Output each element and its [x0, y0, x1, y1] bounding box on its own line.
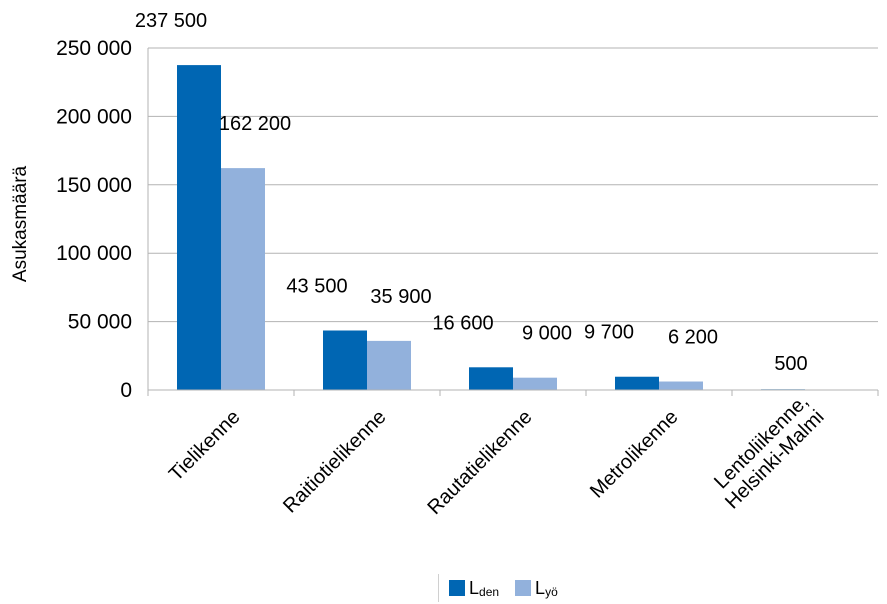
bar-lyo-1 [367, 340, 411, 390]
legend-label-lden: Lden [469, 577, 500, 599]
x-tick-label-line: Tielikenne [165, 406, 244, 485]
y-axis: 0 50 000 100 000 150 000 200 000 250 000 [56, 37, 149, 402]
y-axis-label: Asukasmäärä [10, 165, 31, 282]
legend-item-lden: Lden [449, 578, 499, 599]
x-tick-label-line: Metrolikenne [586, 406, 683, 503]
x-tick-label: Raitiotielikenne [279, 406, 390, 517]
data-label: 35 900 [370, 286, 431, 308]
bar-lyo-2 [513, 377, 557, 390]
data-label: 6 200 [668, 327, 718, 349]
x-tick-label: Tielikenne [165, 406, 244, 485]
data-label: 162 200 [219, 113, 291, 135]
data-label: 500 [774, 353, 807, 375]
y-tick-label: 150 000 [56, 174, 132, 197]
x-tick-label-text: Lentoliikenne,Helsinki-Malmi [705, 390, 828, 513]
bar-lyo-3 [659, 381, 703, 390]
y-tick-label: 0 [120, 379, 132, 402]
legend-swatch-lden [449, 580, 465, 596]
bar-lden-0 [177, 65, 221, 390]
legend-item-lyo: Lyö [515, 578, 558, 599]
bar-lden-2 [469, 367, 513, 390]
data-label: 9 000 [522, 323, 572, 345]
data-label: 16 600 [432, 312, 493, 334]
x-tick-label-line: Raitiotielikenne [279, 406, 390, 517]
y-tick-label: 200 000 [56, 105, 132, 128]
x-axis: Tielikenne Raitiotielikenne Rautatielikenn… [147, 389, 879, 519]
legend-swatch-lyo [515, 580, 532, 596]
bar-lden-3 [615, 376, 659, 390]
x-tick-label-text: Raitiotielikenne [279, 406, 390, 517]
y-tick-label: 250 000 [56, 37, 132, 60]
y-tick-label: 100 000 [56, 242, 132, 265]
x-tick-label-line: Rautatielikenne [423, 406, 536, 519]
bar-lden-1 [323, 330, 367, 390]
y-tick-label: 50 000 [68, 311, 132, 334]
x-tick-label: Lentoliikenne,Helsinki-Malmi [705, 390, 828, 513]
bar-lyo-0 [221, 168, 265, 390]
x-tick-label-text: Metrolikenne [586, 406, 683, 503]
legend-label-lyo: Lyö [535, 577, 558, 599]
data-label: 9 700 [584, 322, 634, 344]
gridlines [148, 47, 878, 323]
legend-separator [438, 574, 439, 602]
legend: Lden Lyö [438, 572, 558, 604]
bars: 237 500 43 500 16 600 9 700 500 162 200 35 900… [135, 10, 808, 390]
x-tick-label-text: Rautatielikenne [423, 406, 536, 519]
data-label: 237 500 [135, 10, 207, 32]
data-label: 43 500 [286, 275, 347, 297]
x-tick-label-text: Tielikenne [165, 406, 244, 485]
x-tick-label: Metrolikenne [586, 406, 683, 503]
x-tick-label: Rautatielikenne [423, 406, 536, 519]
